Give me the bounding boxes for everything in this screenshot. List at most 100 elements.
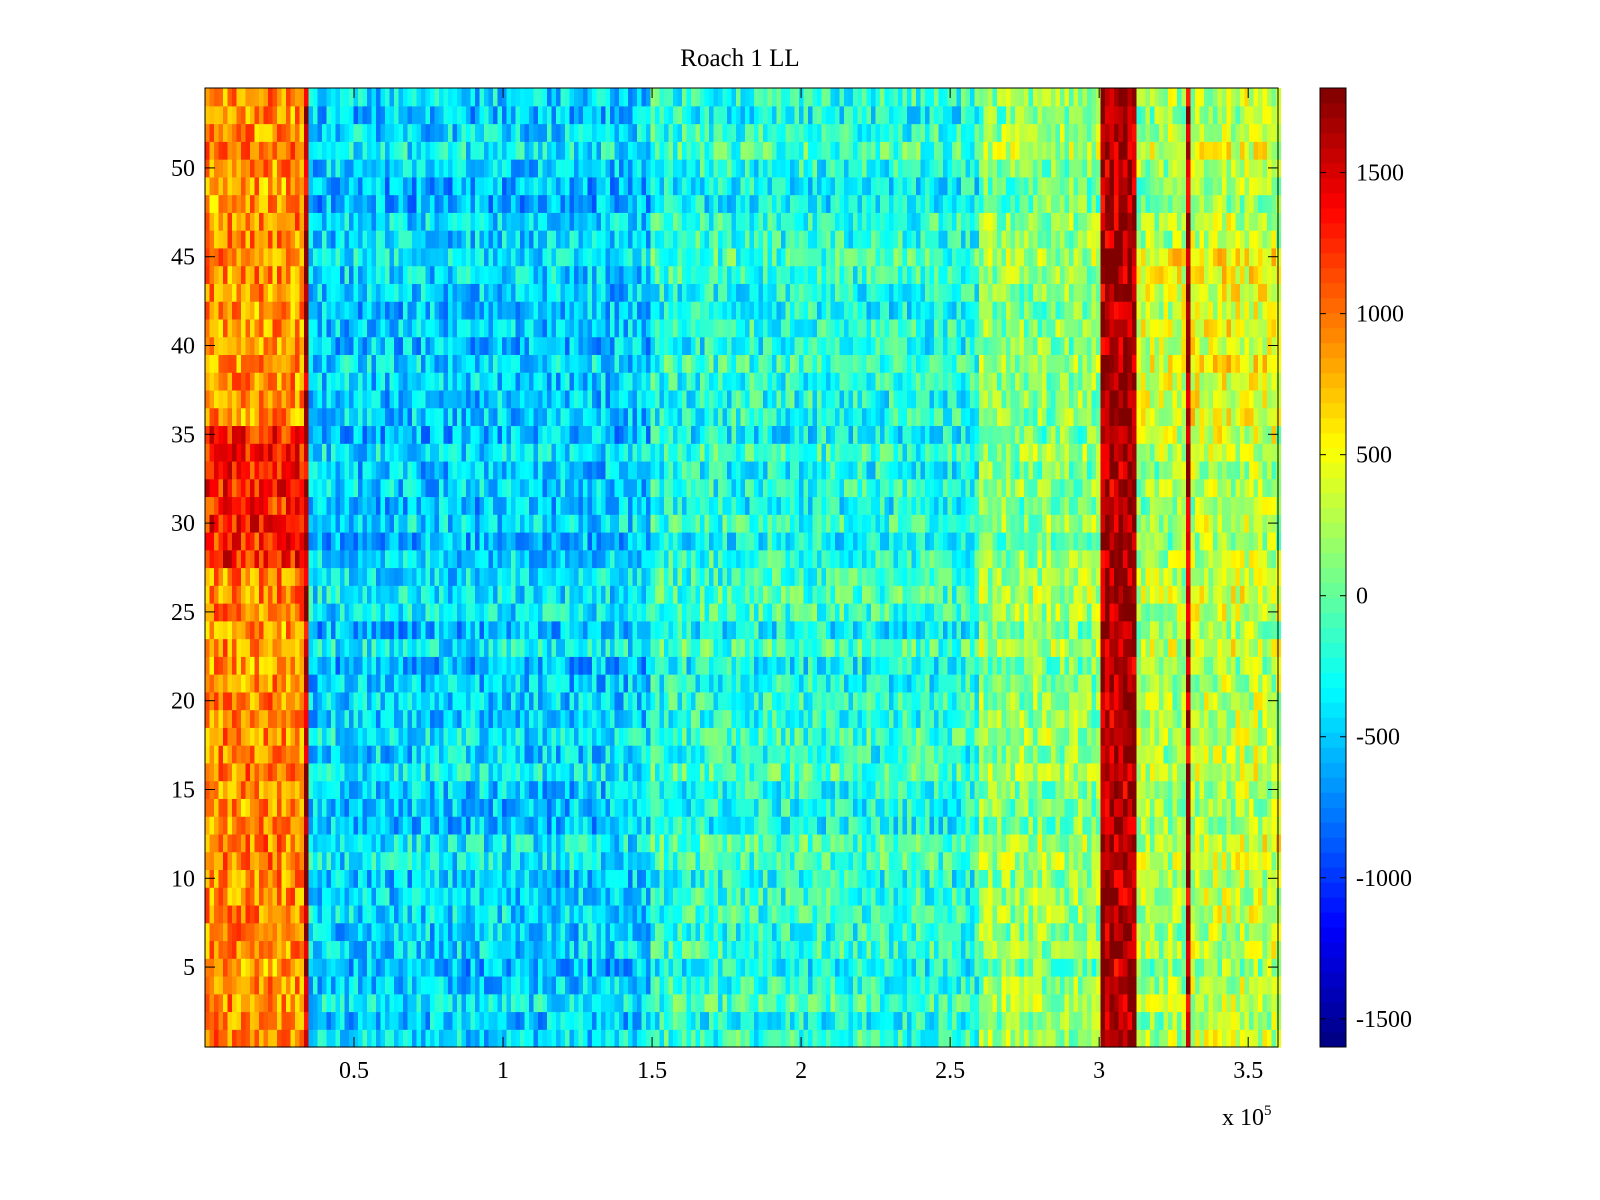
heatmap-cell [1073,975,1079,995]
heatmap-cell [920,691,926,711]
heatmap-cell [808,993,814,1013]
heatmap-cell [781,762,787,782]
heatmap-cell [524,691,530,711]
heatmap-cell [839,798,845,817]
heatmap-cell [439,727,445,746]
heatmap-cell [911,745,917,764]
heatmap-cell [934,851,940,871]
heatmap-cell [1204,904,1210,924]
heatmap-cell [943,940,949,959]
heatmap-cell [592,940,598,959]
heatmap-cell [1231,745,1237,764]
heatmap-cell [839,691,845,711]
heatmap-cell [1123,869,1129,888]
heatmap-cell [317,975,323,995]
heatmap-cell [272,887,278,906]
heatmap-cell [1145,922,1151,942]
heatmap-cell [1217,958,1223,977]
heatmap-row [205,975,1282,995]
heatmap-cell [1244,993,1250,1013]
heatmap-cell [610,833,616,853]
heatmap-cell [1001,745,1007,764]
heatmap-cell [1069,975,1075,995]
heatmap-cell [376,1011,382,1030]
heatmap-cell [272,691,278,711]
heatmap-cell [664,958,670,977]
heatmap-cell [794,780,800,799]
heatmap-cell [538,691,544,711]
heatmap-cell [367,887,373,906]
heatmap-cell [974,745,980,764]
heatmap-cell [988,798,994,817]
heatmap-cell [1046,958,1052,977]
heatmap-cell [727,940,733,959]
heatmap-cell [601,798,607,817]
heatmap-cell [956,1011,962,1030]
heatmap-cell [1199,1011,1205,1030]
heatmap-cell [1231,887,1237,906]
heatmap-cell [497,674,503,693]
heatmap-cell [1046,887,1052,906]
heatmap-cell [758,940,764,959]
heatmap-cell [209,816,215,835]
heatmap-cell [862,940,868,959]
heatmap-cell [718,816,724,835]
heatmap-cell [596,940,602,959]
heatmap-cell [839,904,845,924]
heatmap-cell [826,922,832,942]
heatmap-cell [304,780,310,799]
heatmap-cell [632,887,638,906]
heatmap-cell [538,993,544,1013]
heatmap-cell [443,887,449,906]
heatmap-cell [263,833,269,853]
heatmap-cell [857,674,863,693]
heatmap-cell [691,869,697,888]
heatmap-cell [997,798,1003,817]
heatmap-cell [1168,869,1174,888]
heatmap-cell [317,869,323,888]
heatmap-cell [205,922,211,942]
heatmap-cell [821,869,827,888]
heatmap-cell [385,833,391,853]
heatmap-cell [619,780,625,799]
heatmap-cell [1186,887,1192,906]
heatmap-cell [1168,887,1174,906]
heatmap-cell [533,887,539,906]
heatmap-cell [925,691,931,711]
heatmap-cell [844,887,850,906]
heatmap-cell [1096,940,1102,959]
heatmap-cell [763,922,769,942]
heatmap-cell [722,833,728,853]
heatmap-cell [1154,869,1160,888]
heatmap-cell [700,851,706,871]
heatmap-cell [889,958,895,977]
heatmap-cell [1150,1011,1156,1030]
heatmap-cell [911,674,917,693]
heatmap-cell [614,958,620,977]
heatmap-cell [493,940,499,959]
heatmap-cell [830,975,836,995]
heatmap-cell [1105,851,1111,871]
heatmap-cell [515,887,521,906]
heatmap-cell [700,1011,706,1030]
heatmap-cell [578,833,584,853]
heatmap-cell [1069,727,1075,746]
heatmap-cell [583,674,589,693]
heatmap-cell [340,922,346,942]
heatmap-cell [1123,709,1129,728]
heatmap-cell [826,691,832,711]
heatmap-cell [1073,762,1079,782]
heatmap-cell [718,869,724,888]
heatmap-cell [407,745,413,764]
heatmap-cell [349,993,355,1013]
heatmap-cell [839,745,845,764]
heatmap-cell [236,816,242,835]
heatmap-cell [295,922,301,942]
heatmap-cell [596,745,602,764]
heatmap-cell [317,691,323,711]
heatmap-cell [619,958,625,977]
heatmap-cell [799,1011,805,1030]
heatmap-cell [488,762,494,782]
heatmap-cell [907,993,913,1013]
heatmap-cell [452,674,458,693]
